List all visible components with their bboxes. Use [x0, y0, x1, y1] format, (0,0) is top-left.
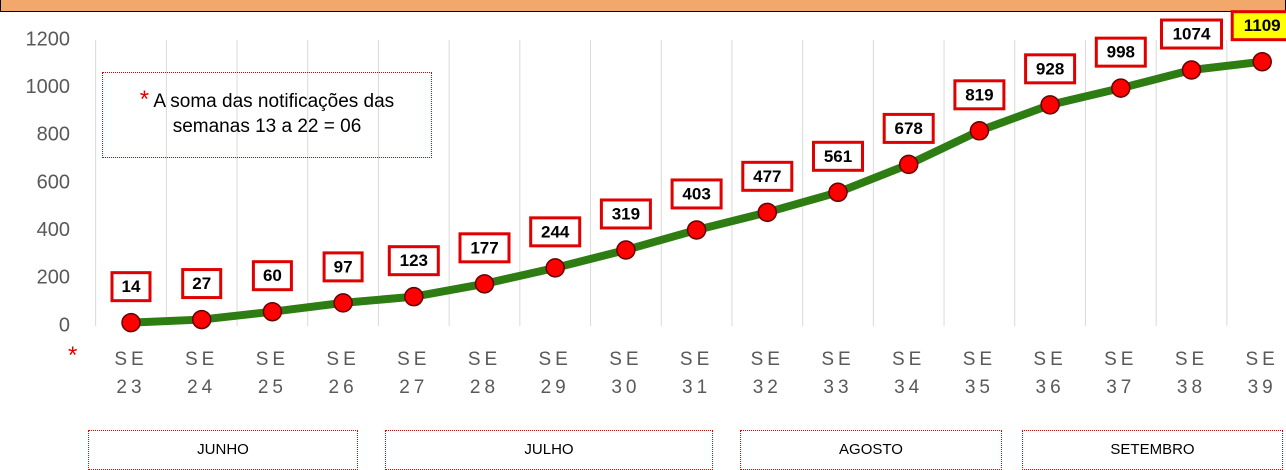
- data-label-box: [387, 245, 440, 277]
- marker: [545, 258, 565, 278]
- marker: [898, 154, 919, 175]
- marker: [404, 286, 424, 307]
- data-label-box: [181, 268, 223, 300]
- data-label-box: [251, 260, 293, 292]
- data-label-box: [110, 271, 152, 303]
- x-tick-label: SE 32: [750, 349, 784, 398]
- data-label: 177: [470, 238, 498, 257]
- data-label: 27: [192, 274, 211, 293]
- marker: [262, 301, 283, 322]
- data-label: 1109: [1244, 16, 1281, 35]
- marker: [616, 240, 636, 260]
- marker: [191, 309, 212, 330]
- marker: [828, 182, 848, 203]
- x-tick-label: SE 30: [609, 349, 643, 398]
- marker: [333, 293, 353, 313]
- y-tick-label: 800: [37, 124, 70, 146]
- y-tick-label: 400: [37, 219, 70, 241]
- marker: [686, 220, 707, 240]
- data-label: 477: [753, 167, 781, 186]
- marker: [474, 274, 495, 294]
- data-label-box: [1094, 36, 1147, 68]
- y-tick-label: 600: [37, 171, 70, 193]
- annotation: A soma das notificações das semanas 13 a…: [153, 91, 395, 137]
- data-label-box: [1160, 18, 1223, 50]
- y-tick-label: 200: [37, 267, 70, 289]
- data-label: 319: [612, 204, 640, 223]
- data-label: 998: [1107, 43, 1135, 62]
- month-label: AGOSTO: [740, 430, 1002, 470]
- x-tick-label: SE 34: [892, 349, 926, 398]
- data-label-box: [1024, 53, 1077, 85]
- data-label: 14: [122, 277, 141, 296]
- month-label: SETEMBRO: [1022, 430, 1283, 470]
- x-tick-label: SE 29: [538, 349, 572, 398]
- x-tick-label: SE 24: [185, 349, 219, 398]
- data-label-box: [599, 198, 652, 230]
- x-tick-label: SE 26: [326, 349, 360, 398]
- data-label: 60: [263, 266, 282, 285]
- data-label: 97: [334, 257, 353, 276]
- month-label: JULHO: [385, 430, 713, 470]
- x-tick-label: SE 33: [821, 349, 855, 398]
- data-label: 678: [895, 119, 923, 138]
- x-tick-label: SE 25: [255, 349, 290, 398]
- x-tick-label: SE 27: [397, 349, 431, 398]
- marker: [1111, 78, 1131, 98]
- x-tick-label: SE 36: [1033, 349, 1067, 398]
- annotation-box: * A soma das notificações das semanas 13…: [102, 72, 432, 158]
- month-label: JUNHO: [88, 430, 358, 470]
- x-tick-label: SE 31: [679, 349, 714, 398]
- data-label-box: [670, 178, 723, 210]
- marker: [1181, 60, 1202, 80]
- marker: [757, 202, 778, 223]
- marker: [1252, 51, 1272, 72]
- marker: [1040, 95, 1060, 115]
- data-label-box: [322, 251, 364, 283]
- x-tick-label: SE 23: [114, 349, 148, 398]
- y-tick-label: 0: [59, 314, 70, 336]
- x-tick-label: SE 38: [1174, 349, 1209, 398]
- data-label: 561: [824, 147, 852, 166]
- data-label: 123: [400, 251, 428, 270]
- x-tick-label: SE 39: [1245, 349, 1279, 398]
- x-tick-label: SE 35: [962, 349, 997, 398]
- data-label: 403: [682, 184, 710, 203]
- axis-marker: *: [68, 342, 78, 369]
- data-label: 928: [1036, 59, 1064, 78]
- annotation-marker: *: [139, 86, 150, 113]
- data-label-box: [882, 112, 935, 144]
- x-tick-label: SE 37: [1104, 349, 1138, 398]
- chart: 0 200 400 600 800 1000 1200 14 27 60 97 123 177 244 31…: [26, 10, 1286, 336]
- data-label-box: [1230, 10, 1286, 42]
- marker: [969, 121, 990, 141]
- data-label-box: [741, 160, 794, 192]
- data-label: 244: [541, 222, 570, 241]
- data-label: 819: [965, 85, 993, 104]
- y-tick-label: 1200: [26, 28, 71, 50]
- data-label: 1074: [1173, 25, 1211, 44]
- x-tick-label: SE 28: [467, 349, 502, 398]
- data-label-box: [812, 140, 864, 172]
- data-label-box: [953, 79, 1006, 111]
- data-label-box: [458, 232, 511, 264]
- y-tick-label: 1000: [26, 76, 71, 98]
- marker: [121, 312, 141, 333]
- data-label-box: [529, 216, 582, 248]
